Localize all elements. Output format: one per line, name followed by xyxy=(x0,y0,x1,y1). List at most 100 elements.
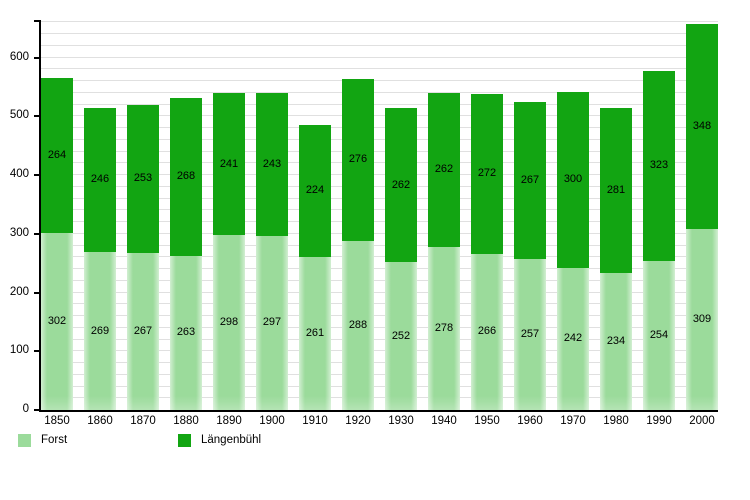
laengenbuehl-segment-1920 xyxy=(342,78,374,241)
gridline-600 xyxy=(41,56,718,58)
bar-group-1910: 261 224 xyxy=(299,125,331,411)
bar-group-1930: 252 262 xyxy=(385,108,417,410)
y-tick-300 xyxy=(34,232,39,235)
gridline-300 xyxy=(41,232,718,234)
forst-segment-1890 xyxy=(213,234,245,411)
laengenbuehl-segment-1930 xyxy=(385,108,417,262)
forst-segment-1970 xyxy=(557,267,589,411)
y-axis-top-tick xyxy=(34,20,39,22)
bar-group-1880: 263 268 xyxy=(170,98,202,411)
bar-group-1950: 266 272 xyxy=(471,94,503,411)
gridline-180 xyxy=(41,303,718,305)
x-tick-label-1940: 1940 xyxy=(431,415,457,427)
bar-group-1990: 254 323 xyxy=(643,71,675,411)
y-tick-200 xyxy=(34,291,39,294)
laengenbuehl-segment-1970 xyxy=(557,91,589,268)
laengenbuehl-value-1970: 300 xyxy=(563,173,583,186)
y-axis xyxy=(39,20,41,412)
bar-group-1920: 288 276 xyxy=(342,78,374,411)
gridline-40 xyxy=(41,385,718,387)
laengenbuehl-segment-1880 xyxy=(170,98,202,256)
forst-segment-1960 xyxy=(514,259,546,410)
gridline-460 xyxy=(41,138,718,140)
y-tick-label-600: 600 xyxy=(9,50,29,63)
x-tick-label-1970: 1970 xyxy=(560,415,586,427)
gridline-340 xyxy=(41,209,718,211)
forst-value-1860: 269 xyxy=(90,324,110,337)
x-tick-label-1860: 1860 xyxy=(87,415,113,427)
gridline-440 xyxy=(41,150,718,152)
forst-value-1980: 234 xyxy=(606,334,626,347)
laengenbuehl-segment-1890 xyxy=(213,93,245,235)
forst-segment-1880 xyxy=(170,255,202,411)
bar-group-1870: 267 253 xyxy=(127,104,159,410)
laengenbuehl-value-1890: 241 xyxy=(219,157,239,170)
y-tick-400 xyxy=(34,174,39,177)
gridline-380 xyxy=(41,185,718,187)
plot-area: 302 264 269 246 267 253 263 268 298 241 297 243 261 2… xyxy=(39,20,718,412)
laengenbuehl-value-1980: 281 xyxy=(606,183,626,196)
y-tick-label-100: 100 xyxy=(9,344,29,357)
gridline-200 xyxy=(41,291,718,293)
gridline-100 xyxy=(41,350,718,352)
x-tick-label-1870: 1870 xyxy=(130,415,156,427)
x-tick-label-1980: 1980 xyxy=(603,415,629,427)
forst-segment-1940 xyxy=(428,246,460,411)
laengenbuehl-value-1950: 272 xyxy=(477,167,497,180)
laengenbuehl-segment-2000 xyxy=(686,24,718,229)
x-tick-label-2000: 2000 xyxy=(689,415,715,427)
forst-segment-1980 xyxy=(600,272,632,411)
gridline-660 xyxy=(41,21,718,23)
forst-segment-1930 xyxy=(385,262,417,410)
forst-segment-1860 xyxy=(84,252,116,410)
gridline-280 xyxy=(41,244,718,246)
bar-group-2000: 309 348 xyxy=(686,24,718,411)
laengenbuehl-segment-1980 xyxy=(600,107,632,273)
y-tick-600 xyxy=(34,56,39,59)
legend-item-laengenbuehl: Längenbühl xyxy=(178,427,261,453)
y-tick-label-500: 500 xyxy=(9,109,29,122)
forst-value-1960: 257 xyxy=(520,328,540,341)
x-tick-label-1900: 1900 xyxy=(259,415,285,427)
y-tick-label-0: 0 xyxy=(22,403,29,415)
forst-segment-1990 xyxy=(643,260,675,411)
gridline-60 xyxy=(41,373,718,375)
x-tick-label-1920: 1920 xyxy=(345,415,371,427)
bar-group-1850: 302 264 xyxy=(41,77,73,411)
y-tick-100 xyxy=(34,350,39,353)
laengenbuehl-value-1990: 323 xyxy=(649,159,669,172)
laengenbuehl-swatch xyxy=(178,433,191,447)
laengenbuehl-segment-1850 xyxy=(41,77,73,233)
laengenbuehl-value-1930: 262 xyxy=(391,178,411,191)
x-tick-label-1950: 1950 xyxy=(474,415,500,427)
gridline-580 xyxy=(41,68,718,70)
bar-group-1940: 278 262 xyxy=(428,92,460,411)
forst-value-1950: 266 xyxy=(477,325,497,338)
gridline-520 xyxy=(41,103,718,105)
laengenbuehl-value-1860: 246 xyxy=(90,173,110,186)
gridline-500 xyxy=(41,115,718,117)
y-tick-label-200: 200 xyxy=(9,285,29,298)
forst-value-1940: 278 xyxy=(434,321,454,334)
forst-segment-1920 xyxy=(342,240,374,411)
forst-segment-1870 xyxy=(127,253,159,410)
laengenbuehl-segment-1960 xyxy=(514,102,546,260)
laengenbuehl-value-1870: 253 xyxy=(133,172,153,185)
forst-value-1990: 254 xyxy=(649,328,669,341)
legend: Forst Längenbühl xyxy=(0,427,750,453)
forst-segment-1900 xyxy=(256,235,288,411)
forst-value-1910: 261 xyxy=(305,326,325,339)
gridline-160 xyxy=(41,315,718,317)
forst-segment-2000 xyxy=(686,228,718,411)
laengenbuehl-value-1920: 276 xyxy=(348,153,368,166)
laengenbuehl-value-2000: 348 xyxy=(692,119,712,132)
laengenbuehl-segment-1950 xyxy=(471,94,503,254)
laengenbuehl-segment-1910 xyxy=(299,125,331,257)
x-tick-label-1850: 1850 xyxy=(44,415,70,427)
laengenbuehl-segment-1870 xyxy=(127,104,159,254)
forst-legend-label: Forst xyxy=(41,434,68,446)
gridline-480 xyxy=(41,127,718,129)
x-axis xyxy=(39,410,718,412)
gridline-540 xyxy=(41,91,718,93)
laengenbuehl-value-1880: 268 xyxy=(176,170,196,183)
